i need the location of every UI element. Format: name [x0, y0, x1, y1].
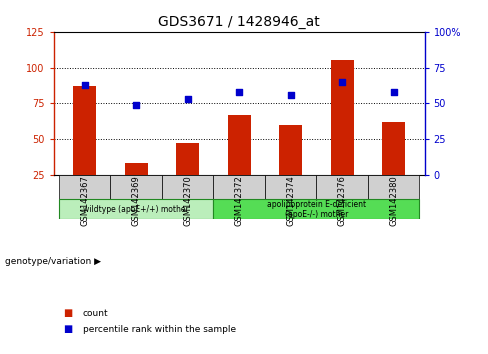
- Bar: [382, 122, 405, 175]
- Text: GSM142374: GSM142374: [286, 175, 295, 226]
- Point: [183, 96, 191, 102]
- Point: [235, 89, 243, 95]
- Bar: [162, 175, 213, 199]
- Text: genotype/variation ▶: genotype/variation ▶: [5, 257, 101, 267]
- Text: percentile rank within the sample: percentile rank within the sample: [83, 325, 236, 334]
- Text: apolipoprotein E-deficient
(apoE-/-) mother: apolipoprotein E-deficient (apoE-/-) mot…: [267, 200, 366, 219]
- Text: GSM142376: GSM142376: [338, 175, 346, 226]
- Point: [338, 79, 346, 85]
- Bar: [124, 164, 148, 175]
- Bar: [227, 115, 251, 175]
- Text: GSM142380: GSM142380: [389, 175, 398, 226]
- Bar: [265, 175, 316, 199]
- Point: [132, 102, 140, 108]
- Bar: [110, 175, 162, 199]
- Point: [81, 82, 88, 87]
- Bar: [73, 86, 96, 175]
- Bar: [330, 61, 354, 175]
- Point: [287, 92, 295, 98]
- Text: count: count: [83, 309, 109, 318]
- Text: wildtype (apoE+/+) mother: wildtype (apoE+/+) mother: [83, 205, 189, 214]
- Text: GSM142372: GSM142372: [235, 175, 244, 226]
- Bar: [213, 199, 419, 219]
- Bar: [213, 175, 265, 199]
- Bar: [59, 175, 110, 199]
- Text: ■: ■: [63, 324, 73, 334]
- Title: GDS3671 / 1428946_at: GDS3671 / 1428946_at: [158, 16, 320, 29]
- Bar: [316, 175, 368, 199]
- Text: GSM142369: GSM142369: [132, 175, 141, 226]
- Text: ■: ■: [63, 308, 73, 318]
- Text: GSM142370: GSM142370: [183, 175, 192, 226]
- Bar: [368, 175, 419, 199]
- Bar: [176, 143, 199, 175]
- Point: [390, 89, 398, 95]
- Bar: [59, 199, 213, 219]
- Bar: [279, 125, 302, 175]
- Text: GSM142367: GSM142367: [80, 175, 89, 226]
